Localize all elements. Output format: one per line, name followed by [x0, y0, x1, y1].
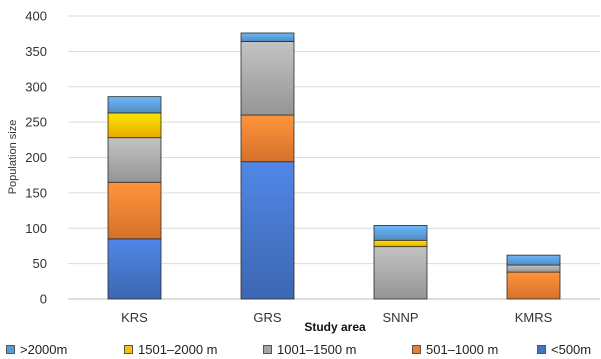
legend-swatch	[537, 344, 546, 354]
y-tick-label: 250	[25, 115, 47, 130]
bar-segment	[107, 96, 162, 114]
legend-swatch	[124, 344, 133, 354]
bar-segment	[107, 137, 162, 183]
legend-swatch	[6, 344, 15, 354]
bar-segment	[107, 238, 162, 300]
x-tick-label: SNNP	[382, 310, 418, 325]
bar-segment	[107, 112, 162, 139]
bar-segment	[240, 41, 295, 116]
y-tick-label: 50	[33, 256, 47, 271]
legend-label: 501–1000 m	[426, 341, 499, 357]
bar-segment	[506, 271, 561, 300]
legend-item: 1501–2000 m	[124, 339, 218, 359]
x-tick-label: KRS	[121, 310, 148, 325]
legend-label: >2000m	[20, 341, 68, 357]
legend-label: 1001–1500 m	[277, 341, 357, 357]
legend-item: 1001–1500 m	[263, 339, 357, 359]
bar-segment	[240, 114, 295, 163]
bars	[107, 32, 561, 300]
x-tick-label: KMRS	[515, 310, 553, 325]
y-tick-label: 0	[40, 292, 47, 307]
legend-item: 501–1000 m	[412, 339, 498, 359]
bar-segment	[240, 161, 295, 300]
y-tick-label: 200	[25, 150, 47, 165]
bar-segment	[506, 264, 561, 273]
y-tick-label: 350	[25, 44, 47, 59]
y-tick-label: 150	[25, 185, 47, 200]
legend-label: 1501–2000 m	[138, 341, 218, 357]
y-axis-ticks: 0 50 100 150 200 250 300 350 400	[25, 9, 47, 307]
bar-segment	[240, 32, 295, 42]
bar-segment	[373, 246, 428, 300]
y-tick-label: 100	[25, 221, 47, 236]
x-axis-title: Study area	[304, 320, 366, 334]
bar-segment	[373, 225, 428, 241]
x-axis-ticks: KRS GRS SNNP KMRS	[121, 310, 552, 325]
legend-label: <500m	[551, 341, 592, 357]
bar-segment	[506, 254, 561, 266]
legend-item: <500m	[537, 339, 591, 359]
y-tick-label: 300	[25, 79, 47, 94]
x-tick-label: GRS	[253, 310, 282, 325]
chart-legend: >2000m 1501–2000 m 1001–1500 m 501–1000 m <5…	[0, 339, 601, 359]
bar-segment	[107, 181, 162, 240]
legend-item: >2000m	[6, 339, 67, 359]
y-axis-title: Population size	[7, 120, 19, 195]
y-tick-label: 400	[25, 9, 47, 24]
legend-swatch	[412, 344, 421, 354]
legend-swatch	[263, 344, 272, 354]
bar-segment	[373, 239, 428, 248]
